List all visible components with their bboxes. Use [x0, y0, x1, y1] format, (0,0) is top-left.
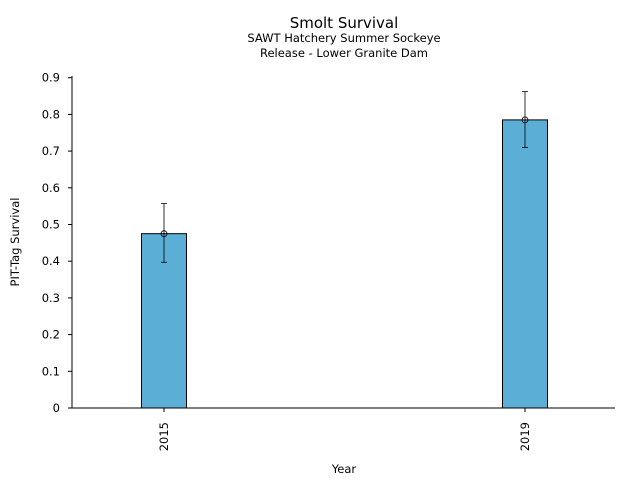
y-axis-ticks: 0 0.1 0.2 0.3 0.4 0.5 0.6 0.7 0.8 0.9: [42, 71, 72, 415]
x-tick-label: 2015: [157, 422, 171, 451]
y-axis-label: PIT-Tag Survival: [8, 198, 22, 287]
y-tick-label: 0.4: [42, 254, 60, 268]
bars-group: [141, 119, 548, 409]
point-marker-2015: [160, 230, 168, 238]
chart-subtitle-line-2: Release - Lower Granite Dam: [260, 46, 428, 60]
y-tick-label: 0.8: [42, 107, 60, 121]
chart-title: Smolt Survival: [290, 14, 399, 32]
x-axis-ticks: 2015 2019: [157, 408, 532, 451]
y-tick-label: 0.1: [42, 364, 60, 378]
chart-subtitle-line-1: SAWT Hatchery Summer Sockeye: [247, 31, 440, 45]
x-tick-label: 2019: [518, 422, 532, 451]
y-tick-label: 0.2: [42, 328, 60, 342]
bar-2015: [141, 233, 187, 409]
y-tick-label: 0: [53, 401, 60, 415]
y-tick-label: 0.9: [42, 71, 60, 85]
y-tick-label: 0.3: [42, 291, 60, 305]
error-bars-group: [160, 91, 529, 263]
y-tick-label: 0.7: [42, 144, 60, 158]
y-tick-label: 0.5: [42, 218, 60, 232]
x-axis-label: Year: [331, 462, 357, 476]
y-tick-label: 0.6: [42, 181, 60, 195]
bar-2019: [502, 119, 548, 409]
point-marker-2019: [521, 116, 529, 124]
